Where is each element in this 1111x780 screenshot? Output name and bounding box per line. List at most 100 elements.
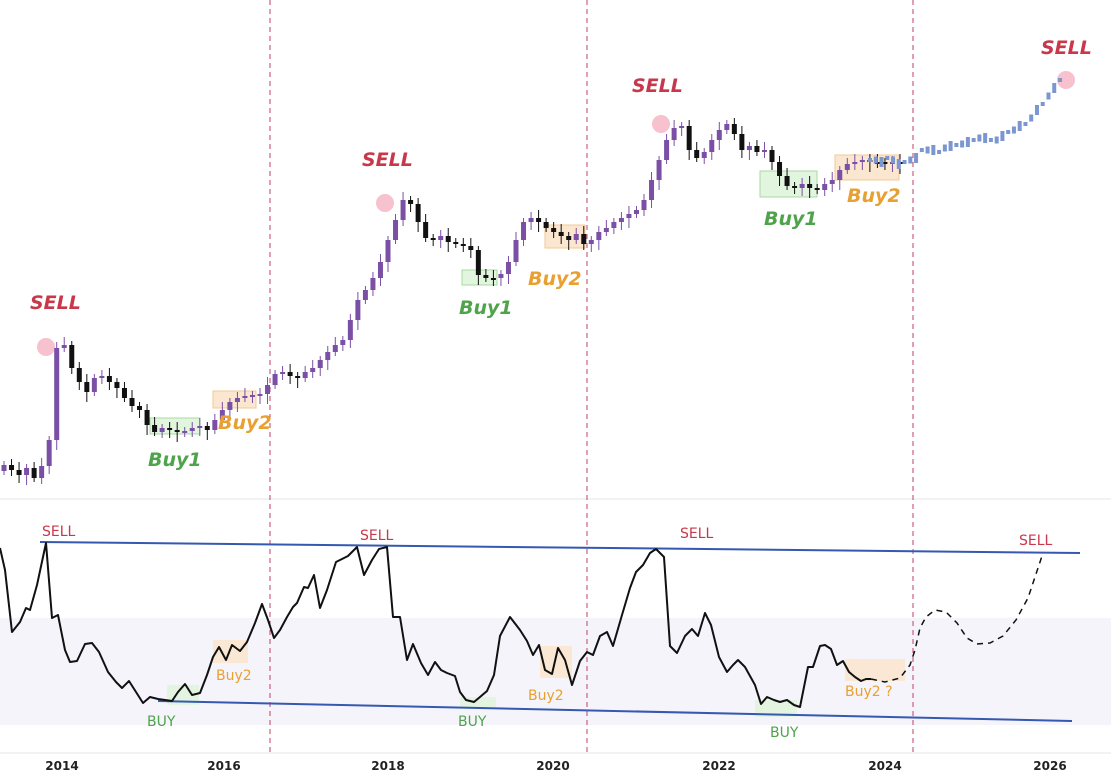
bull-candle [310,368,316,372]
bear-candle [415,204,421,222]
projected-candle [1040,102,1045,106]
price-candles [1,118,903,485]
bear-candle [31,468,37,478]
projected-candle [1034,105,1039,115]
bull-candle [400,200,406,220]
bear-candle [408,200,414,204]
projected-candle [902,160,907,164]
sell-price-label: SELL [362,149,413,171]
projected-candle [954,143,959,147]
bull-candle [61,345,67,348]
bull-candle [362,290,368,300]
bear-candle [882,162,888,164]
buy2-price-label: Buy2 [218,412,272,434]
bear-candle [137,406,143,410]
bull-candle [159,428,165,432]
projected-candle [896,159,901,169]
bear-candle [152,425,158,432]
channel-lines [39,541,1081,722]
bull-candle [603,228,609,232]
bull-candle [498,274,504,278]
projected-candle [971,138,976,142]
buy2-zone-box [544,224,586,249]
buy2-osc-label: Buy2 ? [845,684,893,700]
bull-candle [385,240,391,262]
x-tick-label: 2026 [1033,759,1067,773]
projected-candle [948,141,953,151]
buy2-zone-box [834,154,900,181]
buy1-osc-zone [755,700,797,717]
projected-candle [914,153,919,163]
projected-candle [891,156,896,164]
buy1-price-label: Buy1 [764,208,818,230]
bull-candle [280,372,286,374]
lower-channel-line [157,700,1073,722]
x-tick-label: 2024 [868,759,902,773]
bull-candle [182,431,188,433]
bull-candle [837,170,843,180]
bull-candle [716,130,722,140]
bull-candle [317,360,323,368]
bear-candle [739,134,745,150]
projected-candle [1000,131,1005,141]
bull-candle [829,180,835,184]
bear-candle [423,222,429,238]
oscillator-path [0,542,871,708]
bear-candle [114,382,120,388]
projected-candle [885,156,890,160]
bear-candle [430,238,436,240]
bull-candle [332,345,338,352]
bull-candle [588,240,594,244]
bear-candle [694,150,700,158]
bear-candle [784,176,790,186]
oscillator-line [0,542,1044,708]
projected-candle [873,156,878,164]
buy2-osc-zone [540,646,572,678]
bull-candle [370,278,376,290]
bear-candle [490,278,496,280]
projected-candle [1006,130,1011,134]
projected-candle [983,133,988,143]
bull-candle [649,180,655,200]
projected-candle [1017,121,1022,131]
bull-candle [99,376,105,378]
bear-candle [807,184,813,188]
bull-candle [242,396,248,398]
bull-candle [46,440,52,466]
bear-candle [558,232,564,236]
bear-candle [295,376,301,378]
buy2-osc-zone [845,659,905,681]
x-tick-label: 2022 [702,759,736,773]
buy1-osc-label: BUY [770,725,799,741]
upper-channel-line [39,541,1081,554]
bull-candle [393,220,399,240]
buy1-price-label: Buy1 [148,449,202,471]
bear-candle [144,410,150,425]
buy2-osc-label: Buy2 [216,668,252,684]
bull-candle [24,468,30,475]
bull-candle [249,395,255,397]
bull-candle [438,236,444,240]
bull-candle [212,420,218,430]
bull-candle [340,340,346,345]
bear-candle [566,236,572,240]
bull-candle [596,232,602,240]
x-tick-label: 2014 [45,759,79,773]
x-tick-label: 2016 [207,759,241,773]
bull-candle [611,222,617,228]
bull-candle [234,398,240,402]
buy2-zone-box [212,390,257,409]
bear-candle [686,126,692,150]
projected-candle [1046,92,1051,100]
buy2-osc-label: Buy2 [528,688,564,704]
bear-candle [204,426,210,430]
bear-candle [69,345,75,368]
bear-candle [754,146,760,152]
sell-marker [1057,71,1075,89]
sell-marker [652,115,670,133]
buy1-osc-zone [460,697,496,707]
bull-candle [626,214,632,218]
projected-candle [1023,122,1028,126]
projected-candle [931,145,936,155]
bull-candle [272,374,278,385]
